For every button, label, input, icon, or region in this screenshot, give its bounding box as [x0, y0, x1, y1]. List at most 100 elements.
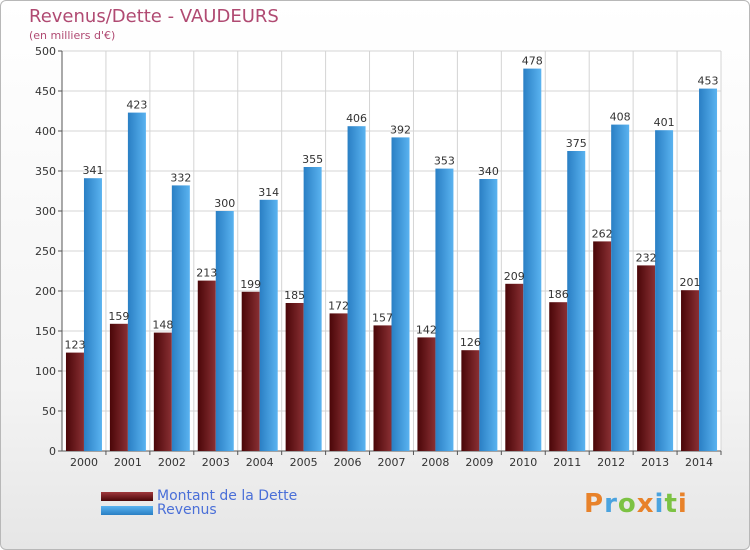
- data-label-dette: 201: [680, 276, 701, 289]
- logo-letter: i: [654, 489, 665, 519]
- data-label-revenus: 355: [302, 153, 323, 166]
- data-label-revenus: 401: [654, 116, 675, 129]
- x-tick-label: 2009: [465, 456, 493, 469]
- bar-dette: [153, 332, 172, 451]
- bar-dette: [285, 303, 304, 451]
- data-label-revenus: 392: [390, 123, 411, 136]
- data-label-revenus: 300: [214, 197, 235, 210]
- data-label-dette: 159: [108, 310, 129, 323]
- x-tick-label: 2010: [509, 456, 537, 469]
- bar-revenus: [523, 68, 542, 451]
- y-tick-label: 0: [49, 445, 56, 458]
- bar-revenus: [83, 178, 102, 451]
- data-label-dette: 232: [636, 251, 657, 264]
- data-label-revenus: 453: [698, 75, 719, 88]
- y-tick-label: 150: [35, 325, 56, 338]
- bar-dette: [329, 313, 348, 451]
- data-label-revenus: 423: [126, 99, 147, 112]
- data-label-dette: 262: [592, 227, 613, 240]
- bar-dette: [681, 290, 700, 451]
- y-tick-label: 200: [35, 285, 56, 298]
- data-label-dette: 157: [372, 311, 393, 324]
- bar-revenus: [215, 211, 234, 451]
- legend-item-revenus: Revenus: [101, 502, 217, 518]
- data-label-revenus: 353: [434, 155, 455, 168]
- bar-dette: [461, 350, 480, 451]
- data-label-dette: 186: [548, 288, 569, 301]
- chart-subtitle: (en milliers d'€): [29, 29, 116, 42]
- data-label-revenus: 341: [82, 164, 103, 177]
- y-tick-label: 400: [35, 125, 56, 138]
- bar-revenus: [303, 167, 322, 451]
- y-tick-label: 300: [35, 205, 56, 218]
- bar-revenus: [567, 151, 586, 451]
- chart-title: Revenus/Dette - VAUDEURS: [29, 6, 279, 27]
- x-tick-label: 2002: [158, 456, 186, 469]
- legend-swatch-revenus: [101, 505, 153, 515]
- bar-dette: [109, 323, 128, 451]
- data-label-revenus: 406: [346, 112, 367, 125]
- x-tick-label: 2004: [246, 456, 274, 469]
- logo-letter: o: [617, 489, 637, 519]
- bar-dette: [505, 283, 524, 451]
- bar-revenus: [259, 199, 278, 451]
- bar-revenus: [127, 112, 146, 451]
- data-label-dette: 213: [196, 267, 217, 280]
- x-tick-label: 2008: [421, 456, 449, 469]
- data-label-revenus: 478: [522, 55, 543, 68]
- logo-letter: P: [584, 489, 605, 519]
- bar-revenus: [479, 179, 498, 451]
- data-label-revenus: 332: [170, 171, 191, 184]
- y-tick-label: 500: [35, 45, 56, 58]
- data-label-dette: 123: [64, 339, 85, 352]
- data-label-dette: 172: [328, 299, 349, 312]
- data-label-dette: 185: [284, 289, 305, 302]
- data-label-dette: 142: [416, 323, 437, 336]
- bar-revenus: [435, 168, 454, 451]
- x-tick-label: 2013: [641, 456, 669, 469]
- logo-letter: x: [636, 489, 655, 519]
- y-tick-label: 350: [35, 165, 56, 178]
- bar-dette: [197, 280, 216, 451]
- bar-revenus: [391, 137, 410, 451]
- legend-item-debt: Montant de la Dette: [101, 488, 297, 504]
- x-tick-label: 2003: [202, 456, 230, 469]
- y-tick-label: 450: [35, 85, 56, 98]
- data-label-revenus: 314: [258, 186, 279, 199]
- bar-revenus: [611, 124, 630, 451]
- data-label-revenus: 408: [610, 111, 631, 124]
- data-label-dette: 126: [460, 336, 481, 349]
- data-label-dette: 148: [152, 319, 173, 332]
- x-tick-label: 2014: [685, 456, 713, 469]
- data-label-revenus: 340: [478, 165, 499, 178]
- bar-dette: [241, 291, 260, 451]
- x-tick-label: 2006: [334, 456, 362, 469]
- logo-letter: t: [664, 489, 678, 519]
- x-tick-label: 2005: [290, 456, 318, 469]
- x-tick-label: 2011: [553, 456, 581, 469]
- legend-label-revenus: Revenus: [157, 502, 217, 518]
- bar-dette: [373, 325, 392, 451]
- bar-dette: [637, 265, 656, 451]
- bar-revenus: [171, 185, 190, 451]
- x-tick-label: 2012: [597, 456, 625, 469]
- proxiti-logo: Proxiti: [584, 489, 688, 519]
- data-label-dette: 199: [240, 278, 261, 291]
- x-tick-label: 2001: [114, 456, 142, 469]
- x-tick-label: 2007: [378, 456, 406, 469]
- bar-dette: [593, 241, 612, 451]
- bar-revenus: [347, 126, 366, 451]
- bar-dette: [65, 352, 84, 451]
- data-label-revenus: 375: [566, 137, 587, 150]
- legend-swatch-debt: [101, 491, 153, 501]
- bar-dette: [417, 337, 436, 451]
- data-label-dette: 209: [504, 270, 525, 283]
- bar-revenus: [699, 88, 718, 451]
- logo-letter: r: [604, 489, 618, 519]
- y-tick-label: 100: [35, 365, 56, 378]
- bar-dette: [549, 302, 568, 451]
- y-tick-label: 50: [42, 405, 56, 418]
- logo-letter: i: [677, 489, 688, 519]
